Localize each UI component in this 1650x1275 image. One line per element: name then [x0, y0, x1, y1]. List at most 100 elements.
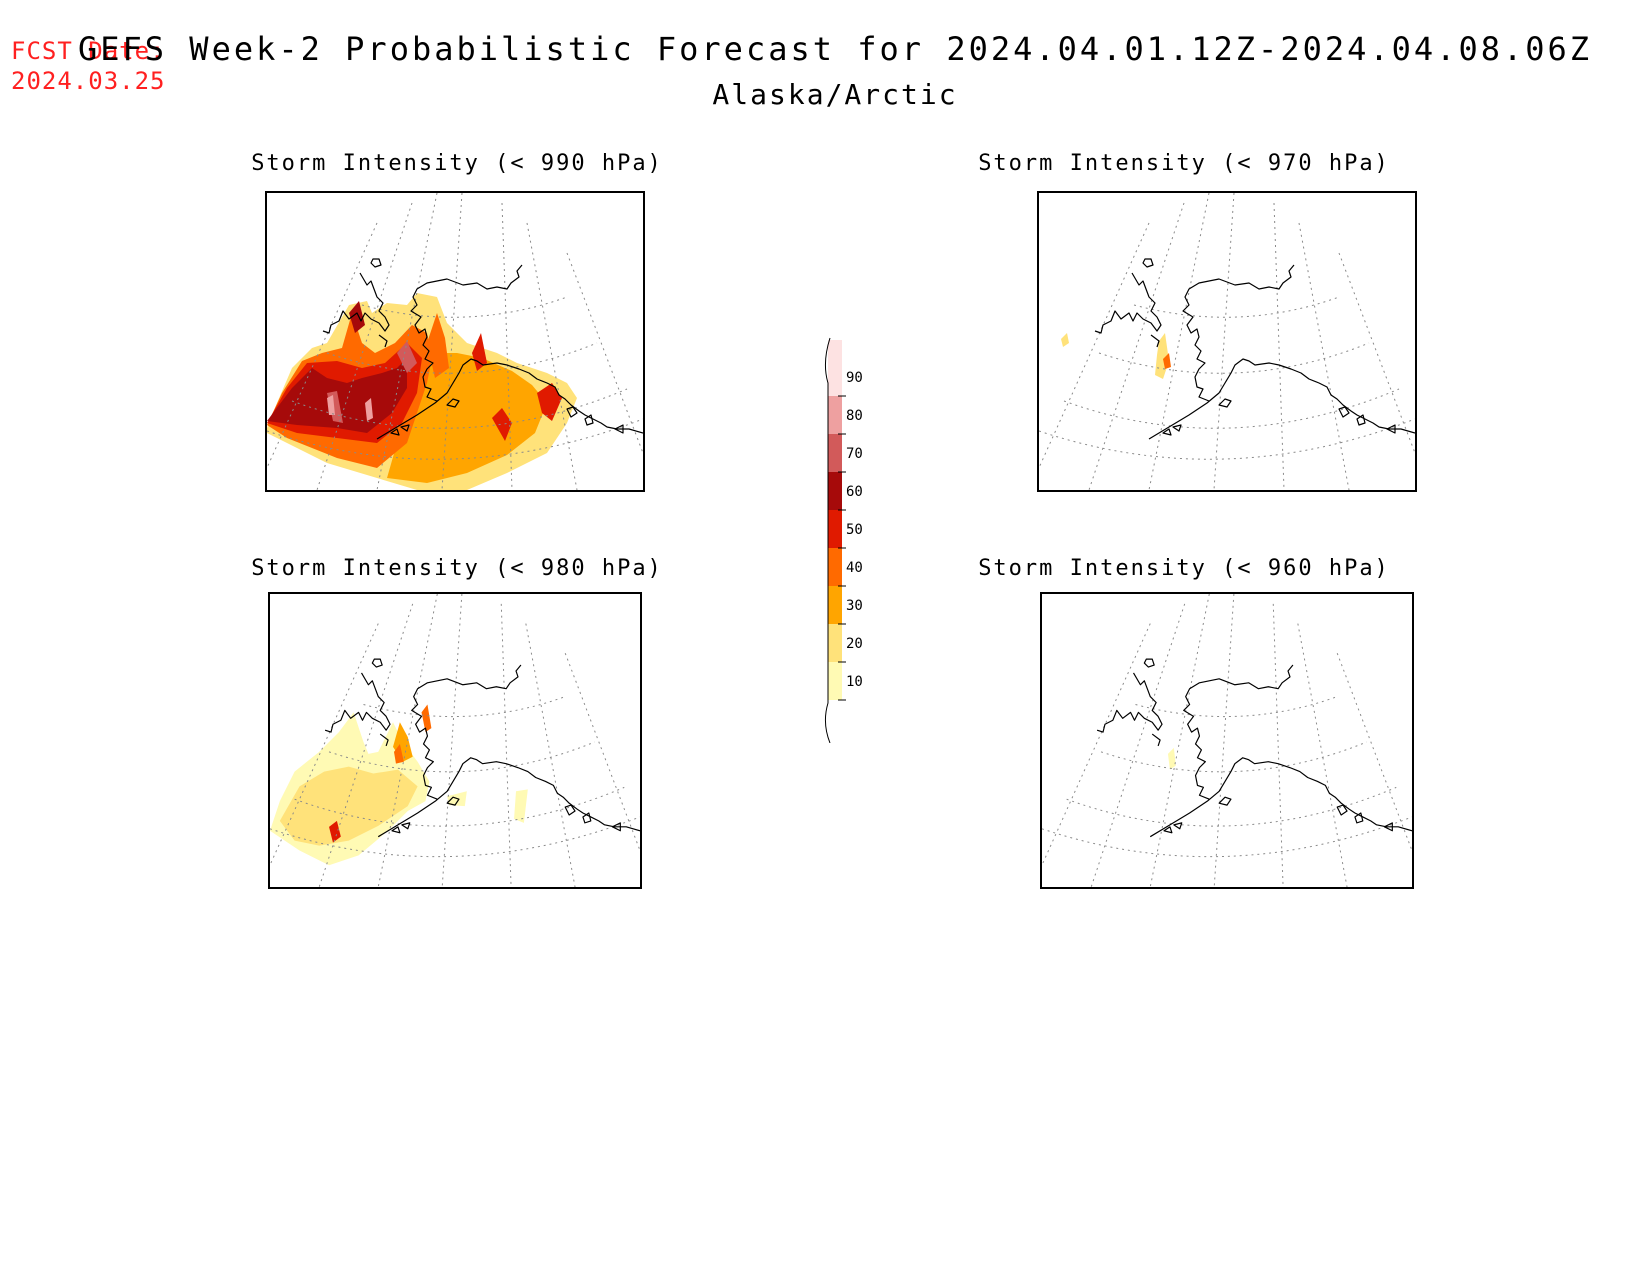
- color-bar-tick-label: 90: [846, 370, 863, 386]
- meridian-line: [376, 193, 438, 490]
- prob-20: [1061, 333, 1069, 347]
- wrangel-island: [1142, 258, 1154, 268]
- kodiak-island: [446, 398, 460, 408]
- aleutian-islands: [1163, 822, 1183, 834]
- meridian-line: [1042, 623, 1151, 867]
- color-bar-swatch: [828, 396, 842, 434]
- region-title: Alaska/Arctic: [712, 78, 958, 111]
- latitude-line: [1039, 418, 1415, 460]
- kamchatka-coast: [378, 334, 388, 348]
- prob-70: [397, 341, 417, 373]
- meridian-line: [377, 594, 438, 887]
- map-panel-960: [1040, 592, 1414, 889]
- prob-10: [514, 789, 528, 823]
- prob-10: [1167, 747, 1176, 770]
- prob-40: [421, 704, 432, 733]
- kodiak-island: [446, 796, 460, 806]
- latitude-line: [270, 816, 640, 858]
- coastlines: [1094, 258, 1415, 440]
- color-bar-swatch: [828, 662, 842, 700]
- prob-40: [1163, 353, 1171, 369]
- latitude-line: [1133, 296, 1340, 318]
- color-bar-swatch: [828, 434, 842, 472]
- alaska-west-coast: [410, 264, 523, 402]
- prob-80: [327, 395, 335, 415]
- prob-30: [387, 353, 547, 483]
- panhandle-islands: [1336, 804, 1393, 832]
- latitude-line: [363, 696, 566, 718]
- aleutian-islands: [390, 424, 410, 436]
- meridian-line: [566, 252, 643, 454]
- meridian-line: [270, 623, 379, 867]
- prob-50: [329, 820, 341, 843]
- graticule: [1042, 594, 1412, 887]
- color-bar-swatch: [828, 510, 842, 548]
- fcst-date-label: FCST Date: 2024.03.25: [11, 36, 166, 96]
- color-bar-edge: [824, 337, 831, 743]
- siberia-coast: [322, 272, 390, 334]
- color-bar: [824, 337, 846, 743]
- color-bar-tick-label: 80: [846, 408, 863, 424]
- map-panel-970: [1037, 191, 1417, 492]
- latitude-line: [1063, 388, 1400, 429]
- panel-title-980: Storm Intensity (< 980 hPa): [251, 556, 663, 581]
- coastlines: [324, 658, 640, 838]
- meridian-line: [1338, 252, 1415, 454]
- prob-40: [393, 743, 404, 764]
- meridian-line: [267, 222, 378, 469]
- latitude-line: [1066, 786, 1397, 827]
- prob-40: [427, 313, 449, 378]
- graticule: [267, 193, 643, 490]
- meridian-line: [564, 653, 640, 851]
- aleutian-islands: [1162, 424, 1182, 436]
- alaska-south-coast: [1148, 358, 1415, 440]
- meridian-line: [1039, 222, 1150, 469]
- color-bar-tick-label: 70: [846, 446, 863, 462]
- prob-50: [537, 383, 562, 421]
- color-bar-tick-label: 50: [846, 522, 863, 538]
- kamchatka-coast: [1150, 334, 1160, 348]
- fcst-date: 2024.03.25: [11, 67, 166, 95]
- meridian-line: [441, 193, 463, 490]
- wrangel-island: [370, 258, 382, 268]
- graticule: [1039, 193, 1415, 490]
- map-980-svg: [270, 594, 640, 887]
- color-bar-swatch: [828, 624, 842, 662]
- probability-fills: [267, 293, 577, 490]
- color-bar-tick-label: 20: [846, 636, 863, 652]
- aleutian-islands: [391, 822, 411, 834]
- panel-title-970: Storm Intensity (< 970 hPa): [978, 151, 1390, 176]
- probability-fills: [270, 704, 528, 866]
- meridian-line: [1273, 202, 1285, 490]
- panhandle-islands: [564, 804, 621, 832]
- probability-fills: [1061, 333, 1171, 379]
- siberia-coast: [1096, 672, 1163, 733]
- latitude-line: [1042, 816, 1412, 858]
- latitude-line: [1098, 342, 1370, 374]
- panel-title-990: Storm Intensity (< 990 hPa): [251, 151, 663, 176]
- fcst-label: FCST Date:: [11, 37, 166, 65]
- meridian-line: [441, 594, 463, 887]
- wrangel-island: [1143, 658, 1155, 668]
- wrangel-island: [371, 658, 383, 668]
- prob-60: [349, 301, 365, 333]
- panhandle-islands: [1338, 406, 1396, 434]
- kodiak-island: [1218, 796, 1232, 806]
- map-panel-980: [268, 592, 642, 889]
- meridian-line: [1088, 202, 1185, 490]
- latitude-line: [1100, 741, 1367, 773]
- alaska-west-coast: [411, 664, 522, 800]
- map-970-svg: [1039, 193, 1415, 490]
- meridian-line: [316, 202, 413, 490]
- color-bar-swatch: [828, 586, 842, 624]
- map-960-svg: [1042, 594, 1412, 887]
- meridian-line: [1090, 603, 1186, 887]
- color-bar-swatch: [828, 472, 842, 510]
- color-bar-swatch: [828, 340, 842, 396]
- color-bar-tick-label: 60: [846, 484, 863, 500]
- prob-80: [365, 398, 373, 421]
- alaska-south-coast: [376, 358, 643, 440]
- prob-50: [492, 408, 512, 441]
- alaska-west-coast: [1183, 664, 1294, 800]
- map-panel-990: [265, 191, 645, 492]
